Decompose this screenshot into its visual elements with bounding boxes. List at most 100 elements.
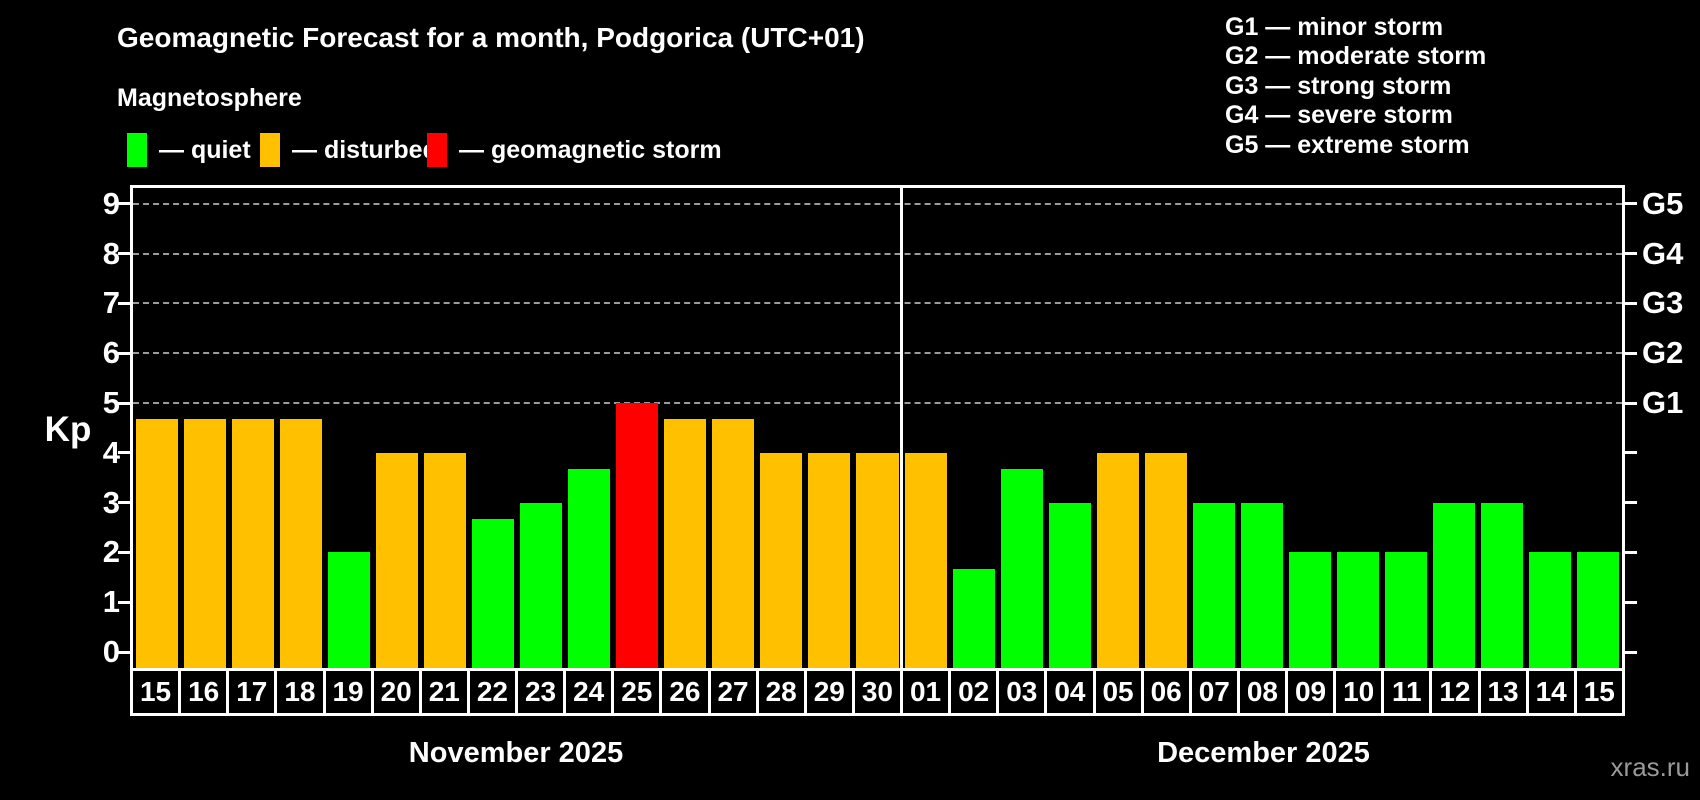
day-label-dec-02: 02 [951,671,1000,713]
left-axis-tick-3 [118,501,130,505]
day-label-dec-14: 14 [1528,671,1577,713]
bar-dec-14 [1528,552,1571,668]
bar-dec-03 [1000,469,1043,668]
bar-nov-23 [520,502,563,668]
bar-dec-08 [1240,502,1283,668]
day-label-dec-12: 12 [1432,671,1481,713]
month-label-december: December 2025 [1157,737,1370,769]
right-axis-tick-2 [1625,550,1637,554]
day-label-dec-06: 06 [1143,671,1192,713]
y-axis-label-8: 8 [102,235,120,271]
day-label-nov-28: 28 [758,671,807,713]
day-label-nov-21: 21 [421,671,470,713]
y-axis-label-4: 4 [102,434,120,470]
g-legend-line-g3: G3 — strong storm [1225,71,1452,100]
y-axis-label-2: 2 [102,534,120,570]
left-axis-tick-5 [118,401,130,405]
day-label-nov-29: 29 [806,671,855,713]
y-axis-label-0: 0 [102,634,120,669]
bar-nov-22 [472,519,515,668]
right-axis-tick-5 [1625,401,1637,405]
legend-item-quiet: — quiet [127,133,251,167]
y-axis-label-5: 5 [102,385,120,420]
right-axis-tick-0 [1625,650,1637,654]
left-axis-tick-2 [118,550,130,554]
left-axis-tick-7 [118,301,130,305]
bar-dec-09 [1288,552,1331,668]
gridline-g4 [133,252,1622,255]
day-label-dec-07: 07 [1191,671,1240,713]
day-label-dec-09: 09 [1288,671,1337,713]
bar-dec-06 [1144,452,1187,668]
day-label-nov-30: 30 [854,671,903,713]
bar-nov-26 [664,419,707,668]
g-legend-line-g5: G5 — extreme storm [1225,130,1470,159]
left-axis-tick-8 [118,252,130,256]
day-label-nov-18: 18 [277,671,326,713]
legend-swatch-storm [427,133,447,167]
g-axis-label-g1: G1 [1642,385,1684,420]
g-legend-line-g1: G1 — minor storm [1225,13,1444,41]
bar-dec-12 [1432,502,1475,668]
day-label-nov-22: 22 [469,671,518,713]
left-axis-tick-4 [118,451,130,455]
day-label-nov-23: 23 [518,671,567,713]
day-label-nov-17: 17 [229,671,278,713]
bar-nov-30 [856,452,899,668]
bar-nov-20 [376,452,419,668]
y-axis-title: Kp [44,410,92,449]
day-label-dec-03: 03 [999,671,1048,713]
legend-item-disturbed: — disturbed [260,133,438,167]
g-legend-line-g4: G4 — severe storm [1225,101,1453,130]
gridline-g2 [133,352,1622,355]
bar-dec-02 [952,568,995,668]
gridline-g3 [133,302,1622,305]
left-axis-tick-1 [118,600,130,604]
day-label-dec-08: 08 [1239,671,1288,713]
bar-dec-05 [1096,452,1139,668]
day-label-dec-01: 01 [903,671,952,713]
y-axis-label-7: 7 [102,285,120,321]
bar-nov-15 [136,419,179,668]
day-label-nov-20: 20 [373,671,422,713]
bar-nov-17 [232,419,275,668]
bar-dec-11 [1384,552,1427,668]
g-axis-label-g4: G4 [1642,235,1684,271]
day-label-row: 15 16 17 18 19 20 21 22 23 24 25 26 27 28 29 30 01 02 03 04… [130,668,1625,716]
plot-area [118,185,1637,668]
right-axis-tick-6 [1625,351,1637,355]
legend-swatch-disturbed [260,133,280,167]
y-axis-label-6: 6 [102,335,120,371]
right-axis-tick-4 [1625,451,1637,455]
day-label-nov-24: 24 [566,671,615,713]
right-axis-tick-1 [1625,600,1637,604]
g-axis-label-g2: G2 [1642,335,1684,371]
legend-label-storm: — geomagnetic storm [459,135,722,164]
right-axis-tick-3 [1625,501,1637,505]
month-label-november: November 2025 [408,737,624,769]
g-axis-label-g3: G3 [1642,285,1684,321]
chart-subtitle: Magnetosphere [117,84,302,112]
day-label-nov-25: 25 [614,671,663,713]
day-label-nov-16: 16 [181,671,230,713]
watermark: xras.ru [1610,752,1690,782]
legend-label-disturbed: — disturbed [292,135,438,164]
left-axis-tick-9 [118,202,130,206]
y-axis-label-1: 1 [102,584,120,620]
gridline-g1 [133,402,1622,404]
day-label-dec-11: 11 [1384,671,1433,713]
month-separator-line [900,188,904,668]
g-scale-legend: G1 — minor storm G2 — moderate storm G3 … [1225,13,1486,160]
bar-nov-18 [280,419,323,668]
right-axis-tick-9 [1625,202,1637,206]
legend-swatch-quiet [127,133,147,167]
bar-nov-25 [616,403,659,668]
left-axis-tick-0 [118,650,130,654]
gridline-g5 [133,202,1622,205]
bar-nov-16 [184,419,227,668]
bar-dec-13 [1480,502,1523,668]
bar-nov-24 [568,469,611,668]
bar-dec-01 [904,452,947,668]
bar-nov-27 [712,419,755,668]
